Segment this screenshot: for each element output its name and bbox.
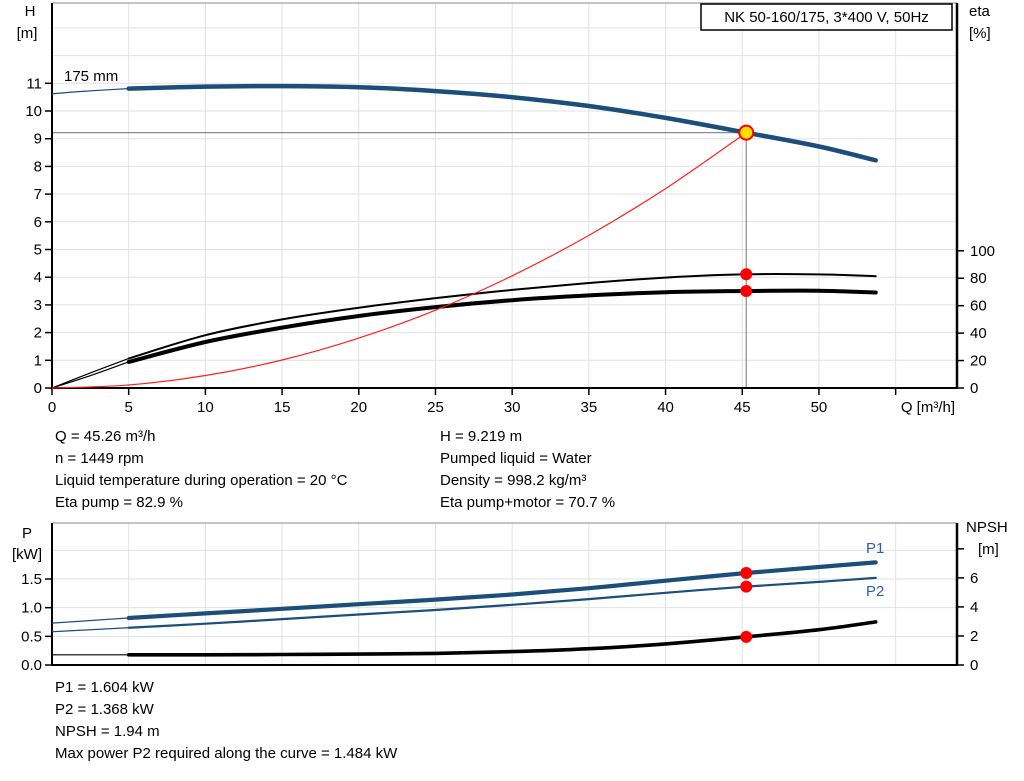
- chart-title: NK 50-160/175, 3*400 V, 50Hz: [724, 9, 929, 26]
- title-box: [700, 3, 953, 31]
- h-axis-unit: [m]: [17, 25, 38, 42]
- left-tick-label: 0.0: [21, 657, 42, 674]
- bottom-tick-label: 5: [125, 399, 133, 416]
- right-tick-label: 2: [970, 628, 978, 645]
- right-tick-label: 4: [970, 599, 978, 616]
- left-tick-label: 8: [34, 158, 42, 175]
- left-tick-label: 2: [34, 325, 42, 342]
- eta-pump-motor-text: Eta pump+motor = 70.7 %: [440, 494, 615, 511]
- left-tick-label: 1: [34, 352, 42, 369]
- eta-axis-title: eta: [969, 3, 991, 20]
- left-tick-label: 5: [34, 242, 42, 259]
- p2-power-lead: [51, 627, 129, 633]
- p1-curve-label: P1: [866, 540, 884, 557]
- bottom-tick-label: 15: [274, 399, 291, 416]
- npsh-axis-unit: [m]: [978, 541, 999, 558]
- pump-head-175mm-lead: [51, 88, 129, 95]
- npsh-axis-title: NPSH: [966, 519, 1008, 536]
- bottom-tick-label: 0: [48, 399, 56, 416]
- npsh-curve-curve: [126, 620, 878, 657]
- bottom-tick-label: 50: [811, 399, 828, 416]
- left-tick-label: 6: [34, 214, 42, 231]
- duty-dot-marker: [740, 284, 753, 297]
- pumped-liquid-text: Pumped liquid = Water: [440, 450, 592, 467]
- p2-curve-label: P2: [866, 583, 884, 600]
- left-tick-label: 1.0: [21, 600, 42, 617]
- bottom-tick-label: 40: [657, 399, 674, 416]
- duty-flow-text: Q = 45.26 m³/h: [55, 428, 155, 445]
- npsh-value-text: NPSH = 1.94 m: [55, 723, 160, 740]
- eta-axis-unit: [%]: [969, 25, 991, 42]
- h-axis-title: H: [25, 3, 36, 20]
- left-tick-label: 3: [34, 297, 42, 314]
- max-power-text: Max power P2 required along the curve = …: [55, 745, 398, 762]
- eta-pump-curve: [127, 272, 877, 360]
- duty-dot-marker: [740, 268, 753, 281]
- duty-dot-marker: [740, 580, 753, 593]
- duty-dot-marker: [740, 630, 753, 643]
- duty-point-marker: [738, 124, 755, 141]
- power-npsh-chart: 0.0 0.5 1.0 1.5 0 2 4 6: [21, 522, 978, 674]
- p2-value-text: P2 = 1.368 kW: [55, 701, 155, 718]
- right-tick-label: 6: [970, 570, 978, 587]
- bottom-tick-label: 35: [581, 399, 598, 416]
- left-tick-label: 4: [34, 269, 42, 286]
- left-tick-label: 0.5: [21, 628, 42, 645]
- bottom-tick-label: 25: [427, 399, 444, 416]
- speed-text: n = 1449 rpm: [55, 450, 144, 467]
- right-tick-label: 40: [970, 325, 987, 342]
- bottom-tick-label: 20: [350, 399, 367, 416]
- duty-head-text: H = 9.219 m: [440, 428, 522, 445]
- right-tick-label: 60: [970, 298, 987, 315]
- left-tick-label: 1.5: [21, 571, 42, 588]
- right-tick-label: 0: [970, 657, 978, 674]
- eta-pump-lead: [51, 357, 129, 389]
- q-axis-title: Q [m³/h]: [901, 399, 955, 416]
- pump-head-175mm-curve: [126, 83, 878, 163]
- p1-power-lead: [51, 617, 129, 624]
- p-axis-unit: [kW]: [12, 546, 42, 563]
- duty-dot-marker: [740, 567, 753, 580]
- eta-pump-motor-lead: [51, 361, 129, 389]
- left-tick-label: 0: [34, 380, 42, 397]
- right-tick-label: 20: [970, 353, 987, 370]
- eta-pump-text: Eta pump = 82.9 %: [55, 494, 183, 511]
- left-tick-label: 9: [34, 131, 42, 148]
- right-tick-label: 80: [970, 270, 987, 287]
- eta-pump-motor-curve: [126, 288, 878, 364]
- p1-value-text: P1 = 1.604 kW: [55, 679, 155, 696]
- left-tick-label: 7: [34, 186, 42, 203]
- liquid-temp-text: Liquid temperature during operation = 20…: [55, 472, 348, 489]
- density-text: Density = 998.2 kg/m³: [440, 472, 586, 489]
- bottom-tick-label: 45: [734, 399, 751, 416]
- bottom-tick-label: 10: [197, 399, 214, 416]
- bottom-tick-label: 30: [504, 399, 521, 416]
- right-tick-label: 100: [970, 243, 995, 260]
- left-tick-label: 11: [26, 75, 42, 92]
- left-tick-label: 10: [25, 103, 42, 120]
- impeller-diameter-label: 175 mm: [64, 68, 118, 85]
- p1-power-curve: [126, 560, 878, 621]
- p2-power-curve: [127, 576, 877, 629]
- system-curve-curve: [51, 132, 747, 389]
- p-axis-title: P: [22, 525, 32, 542]
- right-tick-label: 0: [970, 380, 978, 397]
